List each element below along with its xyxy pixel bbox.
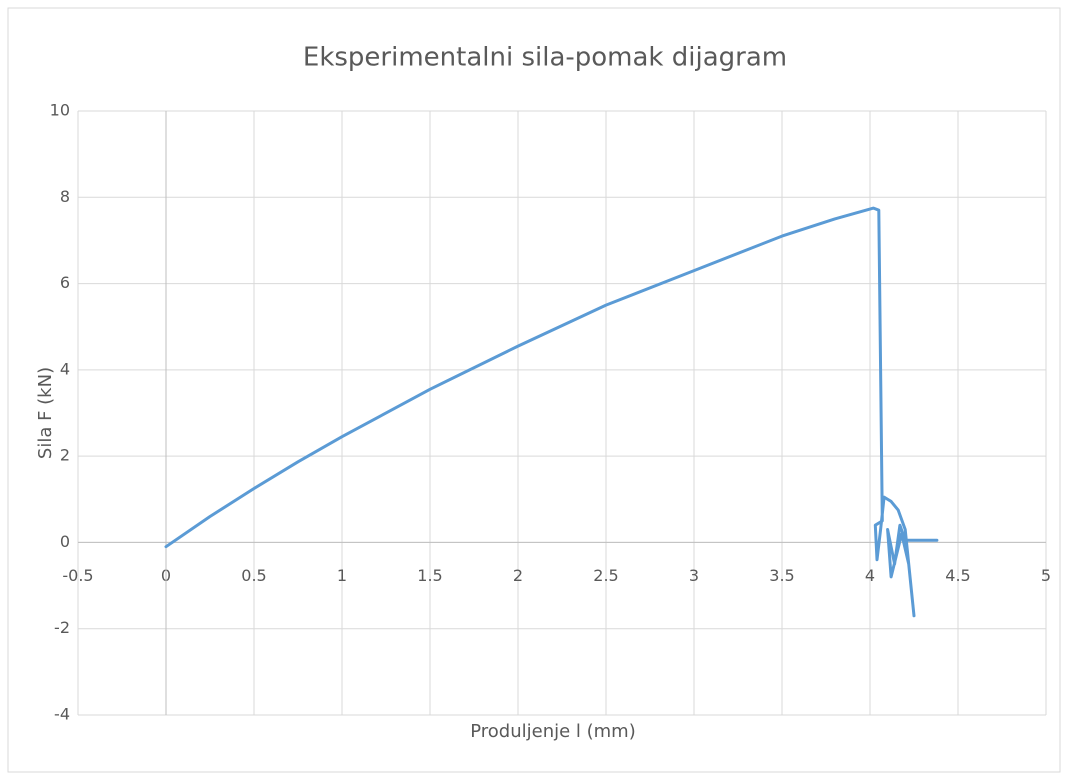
x-tick-label: 4 — [865, 566, 875, 585]
y-tick-label: 6 — [60, 273, 70, 292]
chart-title: Eksperimentalni sila-pomak dijagram — [303, 43, 787, 73]
y-tick-label: 2 — [60, 446, 70, 465]
y-tick-label: -2 — [54, 618, 70, 637]
x-tick-label: 2.5 — [593, 566, 618, 585]
y-tick-label: -4 — [54, 705, 70, 724]
x-tick-label: -0.5 — [62, 566, 93, 585]
y-tick-label: 4 — [60, 359, 70, 378]
y-tick-label: 0 — [60, 532, 70, 551]
x-tick-label: 1 — [337, 566, 347, 585]
x-tick-label: 2 — [513, 566, 523, 585]
y-tick-label: 8 — [60, 187, 70, 206]
y-axis-title: Sila F (kN) — [35, 367, 56, 459]
x-tick-label: 1.5 — [417, 566, 442, 585]
x-tick-label: 0.5 — [241, 566, 266, 585]
x-tick-label: 3 — [689, 566, 699, 585]
chart-border — [7, 7, 1061, 773]
data-line — [164, 206, 939, 618]
y-tick-label: 10 — [50, 101, 70, 120]
x-tick-label: 4.5 — [945, 566, 970, 585]
x-axis-title: Produljenje l (mm) — [470, 721, 636, 742]
x-tick-label: 5 — [1041, 566, 1051, 585]
x-tick-label: 3.5 — [769, 566, 794, 585]
